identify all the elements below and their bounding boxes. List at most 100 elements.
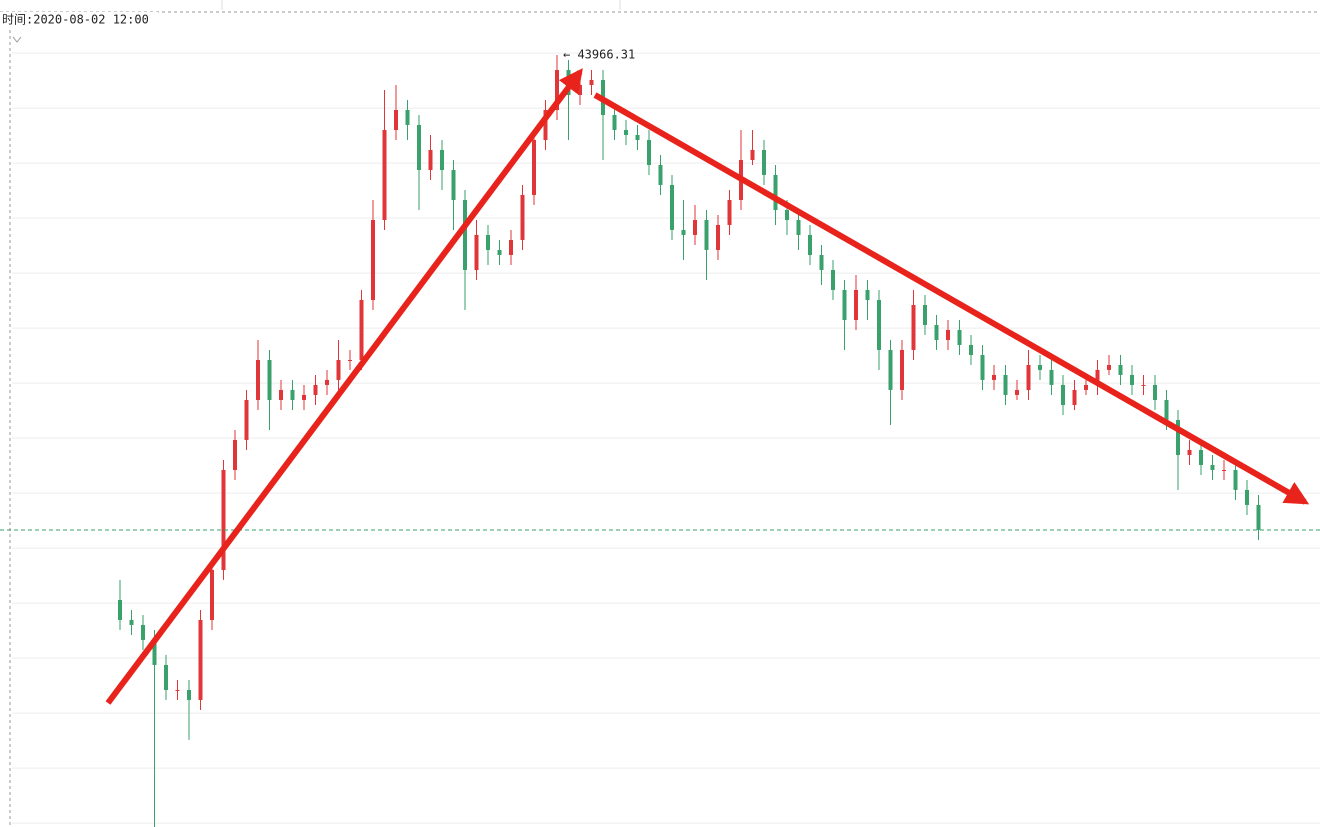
candle-body xyxy=(405,110,410,125)
candle-body xyxy=(635,134,640,140)
candle-body xyxy=(290,389,295,400)
candle-body xyxy=(543,110,548,140)
candle-body xyxy=(1141,384,1146,386)
candle-body xyxy=(1222,469,1226,471)
candle-body xyxy=(1153,384,1157,400)
candle-body xyxy=(1199,449,1203,465)
candle-body xyxy=(486,234,490,250)
candle-body xyxy=(819,254,824,271)
candle-body xyxy=(842,289,847,320)
candle-body xyxy=(141,624,145,640)
candle-body xyxy=(394,110,398,130)
candle-body xyxy=(302,394,306,400)
trend-arrow-down xyxy=(593,92,1310,505)
candle-body xyxy=(428,149,433,171)
candle-body xyxy=(911,304,916,350)
candle-body xyxy=(647,139,651,166)
candle-body xyxy=(1176,419,1180,455)
candle-body xyxy=(1072,389,1077,405)
candle-body xyxy=(532,139,536,195)
candles xyxy=(0,54,1320,827)
candle-body xyxy=(992,374,996,380)
candle-body xyxy=(371,220,375,300)
candle-body xyxy=(946,329,950,340)
candle-body xyxy=(198,619,203,700)
candle-body xyxy=(923,304,927,326)
candle-body xyxy=(589,79,594,85)
candle-body xyxy=(221,469,226,570)
candle-body xyxy=(1015,389,1019,395)
candle-body xyxy=(750,149,755,160)
candle-body xyxy=(957,329,962,345)
candle-body xyxy=(1233,469,1238,490)
candle-body xyxy=(118,599,122,620)
candle-body xyxy=(129,619,134,625)
candle-body xyxy=(555,70,559,111)
candle-body xyxy=(244,399,249,440)
candle-body xyxy=(670,184,674,230)
candle-body xyxy=(164,664,168,690)
trend-arrow-up xyxy=(105,68,583,705)
candle-body xyxy=(497,249,502,255)
candle-body xyxy=(1256,504,1261,530)
candle-body xyxy=(1107,364,1111,370)
candle-body xyxy=(865,289,870,300)
candle-body xyxy=(1095,369,1100,385)
candle-body xyxy=(267,359,272,400)
candle-body xyxy=(359,299,364,360)
candle-body xyxy=(877,299,881,350)
candle-body xyxy=(233,439,237,470)
candle-body xyxy=(1026,364,1031,390)
candle-body xyxy=(854,289,858,320)
candle-body xyxy=(474,234,479,271)
candle-body xyxy=(762,149,766,175)
peak-annotation: ← 43966.31 xyxy=(563,47,635,61)
candle-body xyxy=(1187,449,1192,455)
candle-body xyxy=(1049,369,1054,385)
candle-body xyxy=(348,359,352,361)
candle-body xyxy=(382,129,387,221)
candle-body xyxy=(1038,364,1042,370)
candle-body xyxy=(1130,374,1134,385)
candle-body xyxy=(785,209,789,221)
candle-body xyxy=(509,239,513,255)
candle-body xyxy=(1164,399,1169,420)
candle-body xyxy=(716,224,720,250)
candle-body xyxy=(1061,384,1065,405)
candle-body xyxy=(969,344,973,355)
candle-body xyxy=(980,354,985,380)
candle-body xyxy=(658,165,663,185)
candle-body xyxy=(934,325,939,340)
candle-body xyxy=(313,384,318,395)
candle-body xyxy=(796,220,801,235)
candle-body xyxy=(681,229,686,235)
candle-body xyxy=(1118,364,1123,375)
candle-body xyxy=(1003,374,1008,395)
candle-body xyxy=(831,270,835,290)
candle-body xyxy=(440,149,444,171)
candle-body xyxy=(520,194,525,240)
candle-body xyxy=(773,174,778,210)
candle-body xyxy=(175,689,180,691)
crosshair-time: 时间:2020-08-02 12:00 xyxy=(2,13,149,27)
candle-body xyxy=(624,129,628,135)
candle-body xyxy=(325,379,329,385)
candle-body xyxy=(152,639,157,665)
candle-body xyxy=(336,359,341,380)
candle-body xyxy=(693,220,697,235)
grid xyxy=(12,52,1320,824)
label-bg xyxy=(0,12,158,28)
collapse-icon[interactable] xyxy=(12,36,22,43)
candle-body xyxy=(451,170,456,200)
candle-body xyxy=(210,569,214,620)
candle-body xyxy=(808,234,812,255)
candle-body xyxy=(279,389,283,400)
candle-body xyxy=(578,84,582,95)
candle-body xyxy=(1245,489,1249,505)
candle-body xyxy=(1084,384,1088,390)
candle-body xyxy=(900,349,904,390)
candle-body xyxy=(612,115,617,130)
candle-body xyxy=(727,199,732,225)
